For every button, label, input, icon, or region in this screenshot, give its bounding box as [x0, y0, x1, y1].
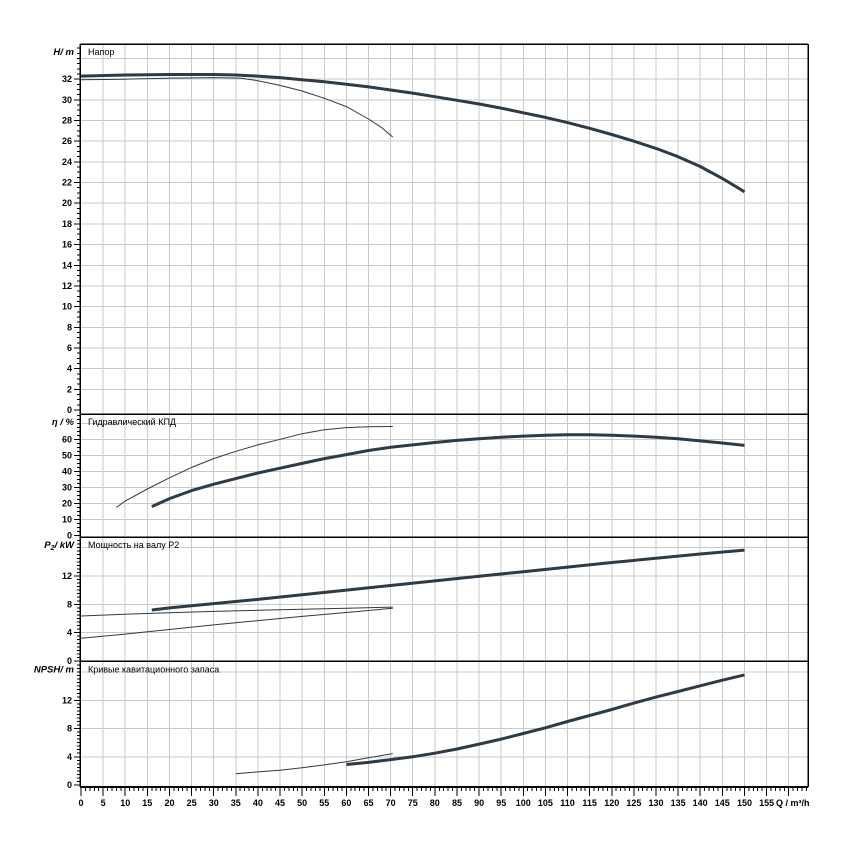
- panel-head: [80, 57, 808, 390]
- y-tick-label: 6: [67, 343, 72, 353]
- x-tick-label: 30: [209, 798, 219, 808]
- x-tick-label: 90: [474, 798, 484, 808]
- npsh-main-curve: [346, 673, 745, 766]
- vertical-gridlines: [102, 44, 790, 787]
- x-tick-label: 140: [693, 798, 708, 808]
- x-tick-label: 5: [101, 798, 106, 808]
- x-tick-label: 130: [648, 798, 663, 808]
- x-tick-label: 120: [604, 798, 619, 808]
- x-tick-label: 85: [452, 798, 462, 808]
- x-tick-label: 75: [408, 798, 418, 808]
- x-tick-label: 45: [275, 798, 285, 808]
- y-tick-label: 4: [67, 752, 72, 762]
- y-tick-label: 12: [62, 695, 72, 705]
- power-lower-thin-curve: [80, 607, 393, 639]
- y-tick-label: 20: [62, 198, 72, 208]
- y-ticks-power: [74, 540, 80, 662]
- x-tick-label: 60: [341, 798, 351, 808]
- x-tick-label: 20: [164, 798, 174, 808]
- x-tick-label: 95: [496, 798, 506, 808]
- y-tick-label: 40: [62, 466, 72, 476]
- y-axis-unit-head: H/ m: [53, 47, 74, 58]
- y-tick-label: 30: [62, 95, 72, 105]
- x-tick-label: 10: [120, 798, 130, 808]
- y-labels-npsh: 0 4 8 12: [62, 695, 72, 790]
- y-tick-label: 12: [62, 571, 72, 581]
- efficiency-main-curve: [151, 433, 745, 508]
- y-tick-label: 12: [62, 281, 72, 291]
- panel-npsh: [80, 671, 808, 775]
- x-tick-label: 35: [231, 798, 241, 808]
- x-tick-label: 135: [671, 798, 686, 808]
- y-tick-label: 4: [67, 364, 72, 374]
- y-tick-label: 16: [62, 240, 72, 250]
- x-tick-label: 150: [737, 798, 752, 808]
- x-tick-label: 65: [363, 798, 373, 808]
- y-ticks-npsh: [74, 664, 80, 786]
- x-tick-label: 115: [582, 798, 597, 808]
- x-tick-label: 50: [297, 798, 307, 808]
- y-tick-label: 24: [62, 157, 72, 167]
- y-tick-label: 14: [62, 260, 72, 270]
- y-tick-label: 4: [67, 628, 72, 638]
- y-tick-label: 8: [67, 599, 72, 609]
- x-labels: 0 5 10 15 20 25 30 35 40 45 50 55 60 65 70 75 80 85 90 95 10…: [78, 798, 809, 808]
- y-tick-label: 0: [67, 531, 72, 541]
- y-tick-label: 10: [62, 515, 72, 525]
- y-axis-unit-npsh: NPSH/ m: [34, 665, 75, 676]
- x-tick-label: 155: [759, 798, 774, 808]
- x-tick-label: 105: [538, 798, 553, 808]
- y-tick-label: 0: [67, 405, 72, 415]
- x-tick-label: 80: [430, 798, 440, 808]
- y-tick-label: 2: [67, 384, 72, 394]
- y-tick-label: 60: [62, 434, 72, 444]
- x-ticks: [80, 787, 807, 796]
- x-tick-label: 110: [560, 798, 575, 808]
- panel-title-head: Напор: [88, 47, 114, 57]
- x-tick-label: 55: [319, 798, 329, 808]
- y-tick-label: 0: [67, 656, 72, 666]
- head-reduced-curve: [80, 77, 394, 138]
- y-axis-unit-power: P2/ kW: [44, 540, 75, 552]
- y-tick-label: 30: [62, 482, 72, 492]
- x-tick-label: 40: [253, 798, 263, 808]
- y-tick-label: 8: [67, 322, 72, 332]
- y-ticks-efficiency: [74, 414, 80, 536]
- npsh-reduced-curve: [235, 753, 393, 775]
- y-tick-label: 10: [62, 302, 72, 312]
- y-labels-efficiency: 0 10 20 30 40 50 60: [62, 434, 72, 540]
- y-tick-label: 8: [67, 724, 72, 734]
- panel-title-npsh: Кривые кавитационного запаса: [88, 665, 219, 675]
- power-main-curve: [151, 548, 745, 612]
- y-tick-label: 18: [62, 219, 72, 229]
- x-tick-label: 145: [715, 798, 730, 808]
- x-tick-label: 100: [516, 798, 531, 808]
- x-tick-label: 125: [626, 798, 641, 808]
- y-axis-unit-efficiency: η / %: [52, 417, 75, 428]
- x-tick-label: 25: [187, 798, 197, 808]
- power-upper-thin-curve: [80, 606, 393, 617]
- y-tick-label: 50: [62, 450, 72, 460]
- y-tick-label: 0: [67, 780, 72, 790]
- y-ticks-head: [74, 47, 80, 411]
- efficiency-reduced-curve: [116, 426, 393, 508]
- panel-power: [80, 547, 808, 639]
- panel-efficiency: [80, 422, 808, 520]
- x-axis-unit: Q / m³/h: [776, 798, 810, 808]
- x-tick-label: 15: [142, 798, 152, 808]
- y-tick-label: 22: [62, 178, 72, 188]
- y-tick-label: 28: [62, 116, 72, 126]
- x-tick-label: 70: [386, 798, 396, 808]
- y-labels-power: 0 4 8 12: [62, 571, 72, 666]
- head-main-curve: [80, 73, 746, 194]
- y-tick-label: 32: [62, 74, 72, 84]
- y-tick-label: 20: [62, 498, 72, 508]
- panel-title-power: Мощность на валу P2: [88, 540, 179, 550]
- x-tick-label: 0: [78, 798, 83, 808]
- y-tick-label: 26: [62, 136, 72, 146]
- panel-title-efficiency: Гидравлический КПД: [88, 417, 176, 427]
